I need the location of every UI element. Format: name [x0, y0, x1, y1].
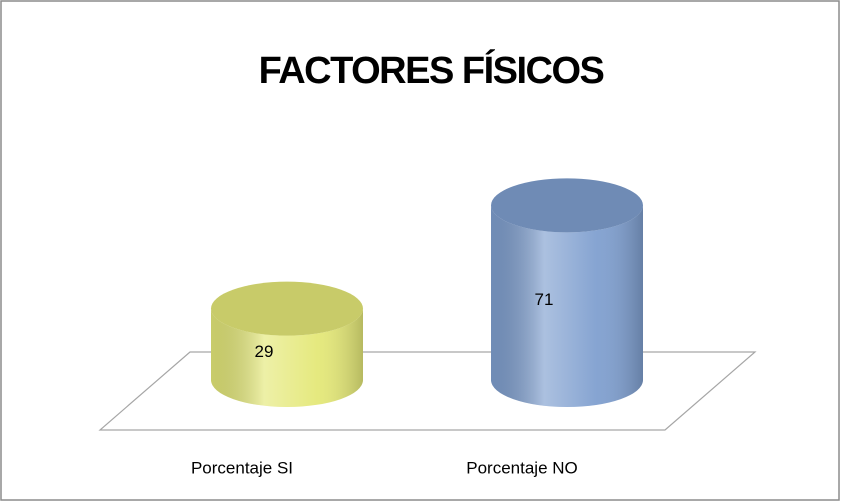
bar-shading — [211, 308, 363, 407]
chart-title: FACTORES FÍSICOS — [259, 48, 604, 92]
x-tick-label: Porcentaje SI — [191, 458, 293, 477]
bar-cap-shading — [211, 281, 363, 336]
x-tick-label: Porcentaje NO — [466, 458, 578, 477]
data-label: 29 — [255, 342, 274, 361]
bar-shading — [491, 205, 643, 407]
data-label: 71 — [535, 290, 554, 309]
bar-cap — [211, 281, 363, 336]
bar-cap — [491, 178, 643, 233]
bar-cap-shading — [491, 178, 643, 233]
floor-plane — [98, 351, 757, 431]
